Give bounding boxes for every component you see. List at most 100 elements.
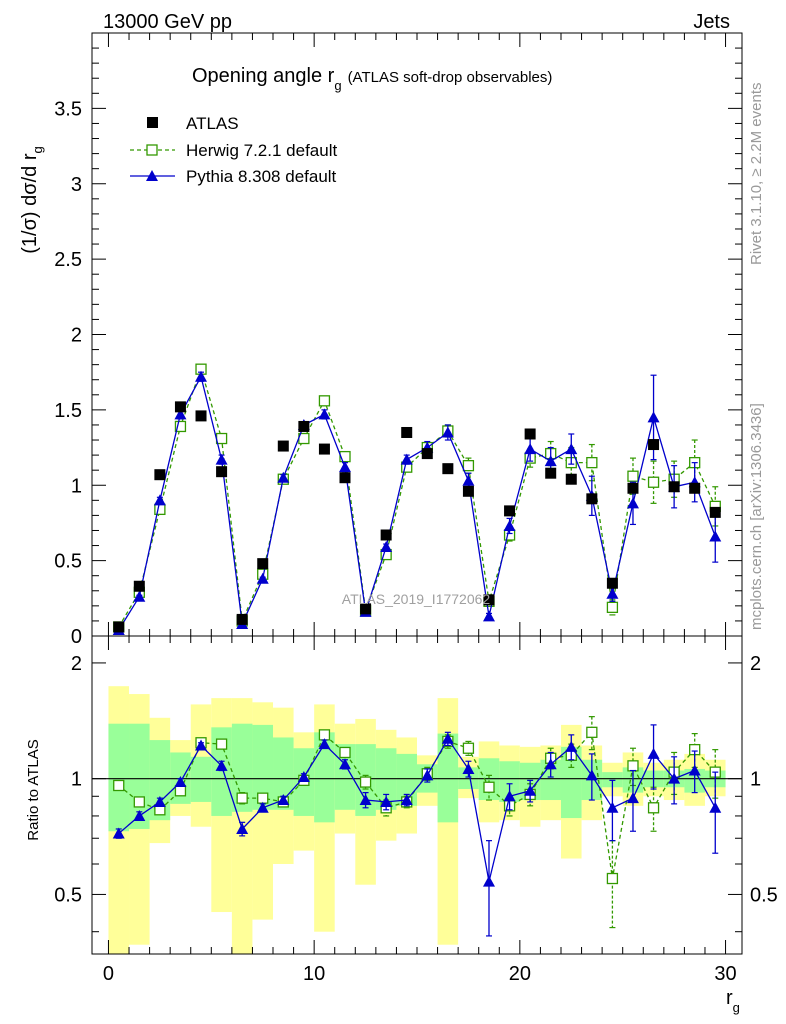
- pythia-ratio-point: [153, 795, 166, 807]
- ratio-band-inner: [231, 723, 253, 812]
- pythia-ratio-point: [441, 732, 454, 744]
- x-axis-label-main: r: [726, 987, 733, 1009]
- atlas-point: [257, 558, 269, 570]
- ratio-data-layer: [92, 686, 742, 954]
- ratio-tick-label-right: 1: [750, 769, 761, 791]
- pythia-ratio-point: [688, 764, 701, 776]
- x-axis-label-sub: g: [733, 1000, 740, 1015]
- analysis-watermark: ATLAS_2019_I1772062: [342, 591, 491, 607]
- pythia-point: [400, 453, 413, 465]
- y-tick-label: 1.5: [54, 400, 82, 422]
- x-tick-label: 10: [303, 963, 325, 985]
- chart-title-main: Opening angle r: [192, 65, 335, 87]
- main-data-layer: [112, 363, 722, 635]
- ratio-tick-label-right: 2: [750, 653, 761, 675]
- atlas-point: [524, 428, 536, 440]
- mcplots-note: mcplots.cern.ch [arXiv:1306.3436]: [748, 403, 765, 630]
- pythia-ratio-point: [256, 801, 269, 813]
- pythia-point: [133, 590, 146, 602]
- pythia-ratio-point: [462, 762, 475, 774]
- y-tick-label: 1: [71, 475, 82, 497]
- herwig-ratio-point: [339, 746, 351, 759]
- atlas-point: [462, 485, 474, 497]
- herwig-point: [318, 395, 331, 407]
- y-tick-label: 2.5: [54, 249, 82, 271]
- pythia-ratio-point: [195, 739, 208, 751]
- ratio-band-inner: [499, 761, 520, 802]
- herwig-ratio-point: [174, 785, 187, 797]
- pythia-ratio-point: [668, 772, 681, 784]
- atlas-point: [565, 473, 577, 485]
- pythia-point: [318, 408, 331, 420]
- pythia-point: [647, 411, 660, 423]
- ratio-band-inner: [437, 733, 459, 823]
- y-axis-label: (1/σ) dσ/d rg: [19, 146, 45, 254]
- ratio-tick-label-left: 0.5: [54, 884, 82, 906]
- atlas-point: [380, 529, 392, 541]
- herwig-point: [627, 470, 639, 482]
- pythia-ratio-point: [606, 801, 619, 813]
- atlas-point: [689, 482, 701, 494]
- pythia-ratio-point: [503, 790, 516, 802]
- ratio-band-inner: [540, 759, 561, 801]
- herwig-ratio-point: [359, 776, 372, 788]
- pythia-point: [626, 497, 639, 509]
- herwig-ratio-point: [215, 738, 228, 750]
- herwig-ratio-point: [462, 742, 475, 754]
- pythia-point: [277, 471, 290, 483]
- atlas-point: [421, 448, 433, 460]
- ratio-band-inner: [108, 723, 130, 832]
- ratio-band-inner: [252, 724, 274, 810]
- pythia-point: [565, 443, 578, 455]
- y-tick-label: 3: [71, 174, 82, 196]
- x-tick-label: 0: [103, 963, 114, 985]
- ratio-tick-label-left: 2: [71, 653, 82, 675]
- legend-pythia-marker: [146, 170, 158, 181]
- ratio-band-inner: [602, 772, 623, 788]
- legend-atlas-label: ATLAS: [186, 114, 239, 133]
- atlas-point: [668, 481, 680, 493]
- rivet-note-text: Rivet 3.1.10, ≥ 2.2M events: [748, 83, 765, 266]
- svg-text:(1/σ) dσ/d rg: (1/σ) dσ/d rg: [19, 146, 45, 254]
- herwig-point: [586, 456, 598, 469]
- herwig-point: [462, 460, 475, 472]
- herwig-ratio-point: [113, 779, 125, 792]
- ratio-band-inner: [273, 737, 294, 810]
- atlas-point: [174, 401, 186, 413]
- ratio-band-inner: [560, 746, 582, 819]
- pythia-ratio-point: [339, 758, 352, 770]
- pythia-ratio-point: [565, 740, 578, 752]
- pythia-ratio-line: [118, 737, 716, 882]
- pythia-ratio-point: [174, 776, 187, 788]
- herwig-point: [606, 601, 619, 614]
- legend-herwig-label: Herwig 7.2.1 default: [186, 141, 337, 160]
- atlas-point: [709, 506, 721, 518]
- legend: ATLAS Herwig 7.2.1 default Pythia 8.308 …: [130, 114, 337, 186]
- ratio-y-label: Ratio to ATLAS: [25, 739, 42, 840]
- pythia-point: [339, 461, 352, 473]
- herwig-ratio-point: [627, 760, 639, 772]
- pythia-point: [195, 370, 208, 382]
- atlas-point: [648, 439, 660, 451]
- pythia-ratio-point: [112, 827, 125, 839]
- pythia-ratio-point: [482, 875, 495, 887]
- herwig-point: [174, 420, 187, 433]
- main-axes: 0 0.5 1 1.5 2 2.5 3 3.5: [54, 33, 742, 648]
- pythia-ratio-point: [215, 759, 228, 771]
- atlas-point: [586, 493, 598, 505]
- legend-pythia-label: Pythia 8.308 default: [186, 167, 337, 186]
- legend-herwig-marker: [146, 144, 158, 156]
- chart-title-sub: g: [334, 78, 341, 93]
- header-right: Jets: [693, 11, 730, 33]
- pythia-ratio-point: [544, 758, 557, 770]
- atlas-point: [113, 621, 125, 633]
- atlas-point: [627, 482, 639, 494]
- atlas-point: [442, 463, 454, 475]
- atlas-point: [216, 466, 228, 478]
- herwig-ratio-point: [606, 872, 619, 885]
- pythia-ratio-point: [318, 738, 331, 750]
- pythia-ratio-point: [359, 794, 372, 806]
- atlas-point: [277, 440, 289, 452]
- ratio-band-inner: [190, 756, 212, 802]
- herwig-point: [215, 432, 228, 445]
